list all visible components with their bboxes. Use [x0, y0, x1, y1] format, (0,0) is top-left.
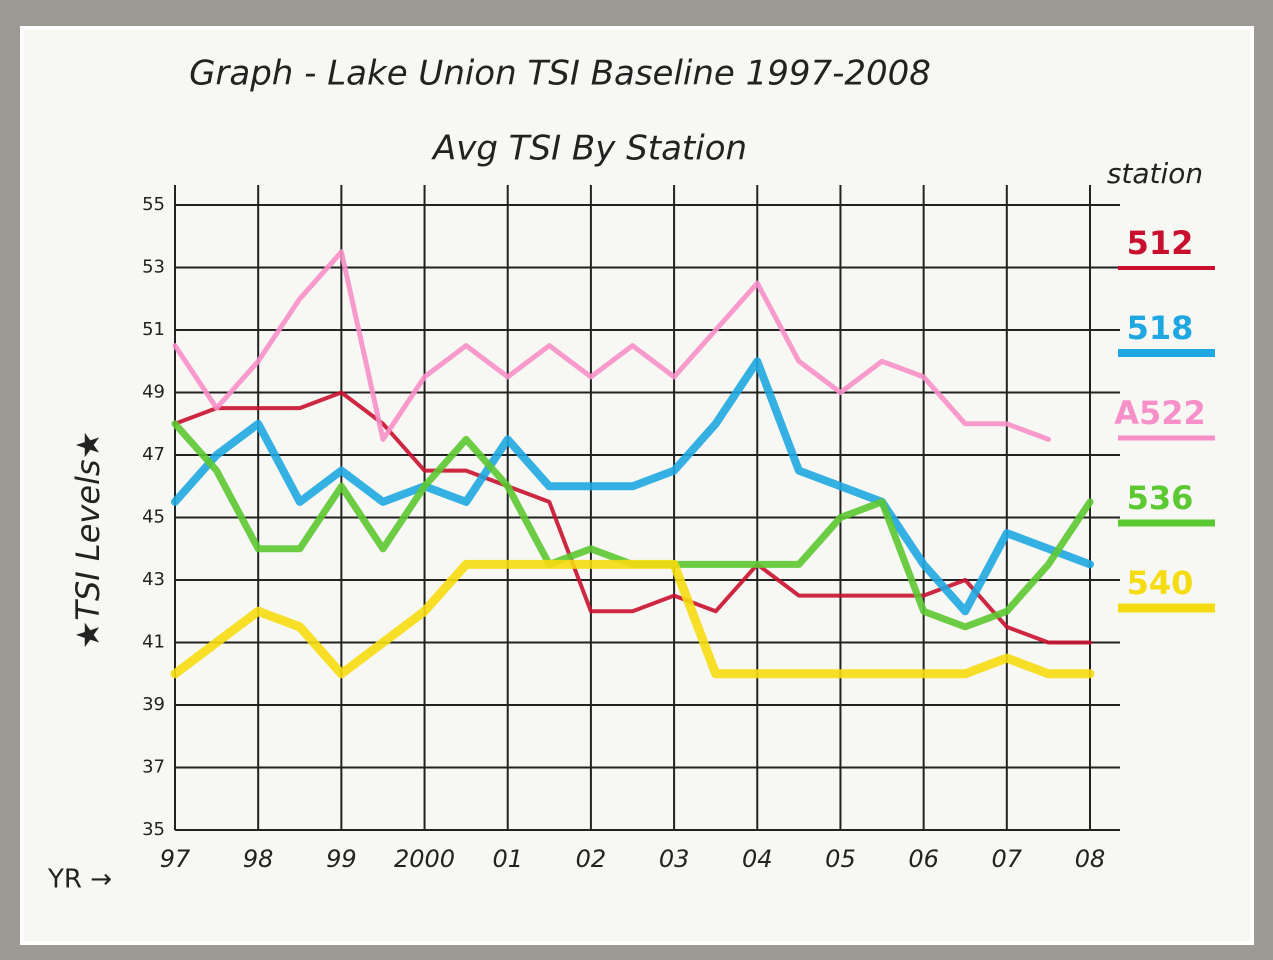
- x-tick-label: 99: [326, 845, 357, 873]
- x-tick-label: 08: [1075, 845, 1106, 873]
- y-tick-label: 53: [142, 257, 165, 278]
- series-line: [171, 357, 1094, 616]
- legend-label: 512: [1127, 224, 1194, 262]
- y-tick-label: 55: [142, 194, 165, 215]
- y-tick-label: 43: [142, 569, 165, 590]
- series-line: [172, 249, 1051, 442]
- x-axis-label: YR →: [47, 865, 112, 895]
- legend-label: 536: [1127, 479, 1194, 517]
- y-tick-label: 41: [142, 632, 165, 653]
- x-tick-label: 2000: [394, 845, 455, 873]
- chart-title: Graph - Lake Union TSI Baseline 1997-200…: [189, 54, 931, 94]
- legend-title: station: [1107, 157, 1203, 190]
- x-tick-label: 07: [992, 845, 1023, 873]
- legend-label: A522: [1114, 394, 1206, 432]
- legend-label: 540: [1127, 564, 1194, 602]
- y-axis-label: ★TSI Levels★: [69, 431, 107, 650]
- series-line: [173, 390, 1092, 645]
- series-line: [170, 559, 1095, 679]
- y-tick-label: 49: [142, 382, 165, 403]
- x-tick-label: 98: [243, 845, 274, 873]
- legend-label: 518: [1127, 309, 1194, 347]
- x-tick-label: 05: [825, 845, 856, 873]
- y-tick-label: 39: [142, 694, 165, 715]
- x-tick-label: 03: [659, 845, 690, 873]
- x-tick-label: 01: [492, 845, 523, 873]
- x-tick-label: 97: [160, 845, 191, 873]
- x-tick-label: 06: [908, 845, 939, 873]
- y-tick-label: 47: [142, 444, 165, 465]
- chart-subtitle: Avg TSI By Station: [431, 129, 747, 169]
- y-tick-label: 35: [142, 819, 165, 840]
- y-tick-label: 37: [142, 757, 165, 778]
- y-tick-label: 45: [142, 507, 165, 528]
- x-tick-label: 02: [576, 845, 607, 873]
- y-tick-label: 51: [142, 319, 165, 340]
- x-tick-label: 04: [742, 845, 773, 873]
